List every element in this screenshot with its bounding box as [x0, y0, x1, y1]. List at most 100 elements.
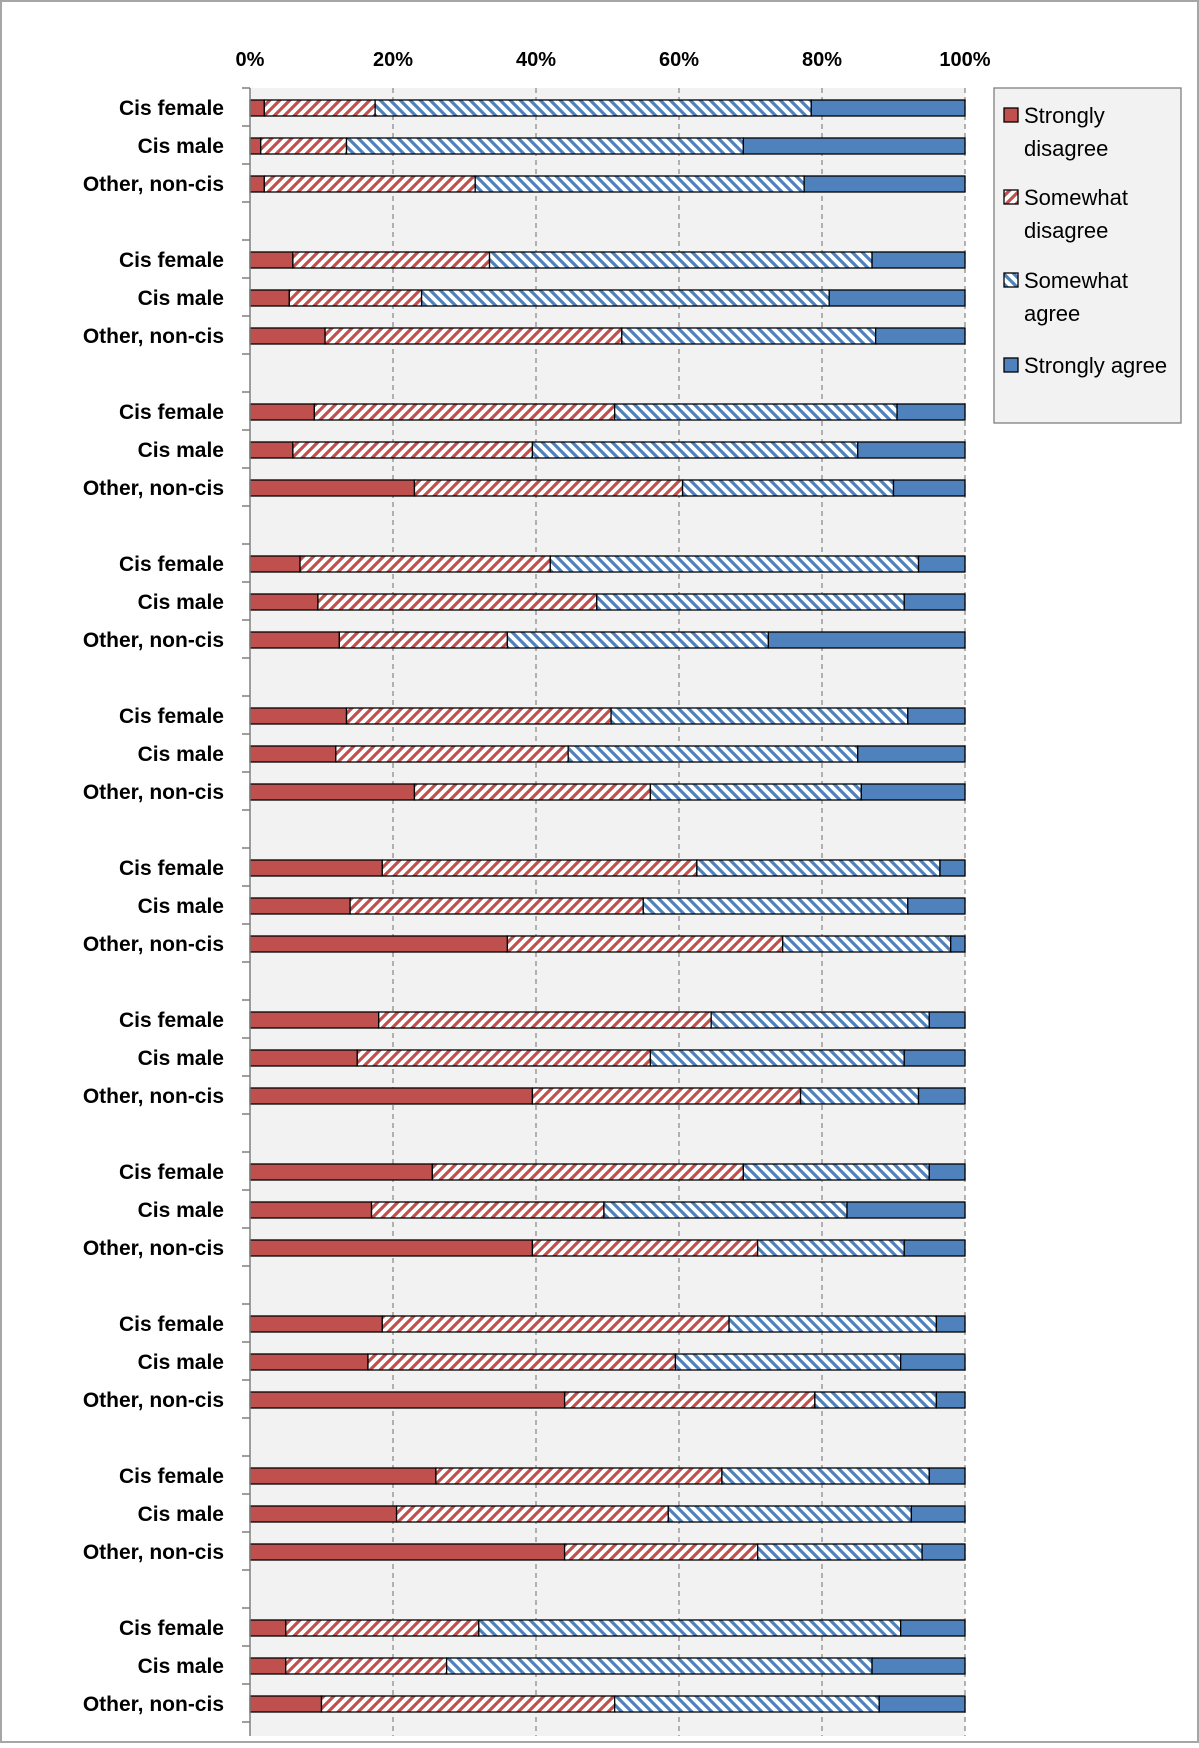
category-label: Cis male: [138, 743, 224, 766]
bar-segment-strongly-agree: [871, 1657, 966, 1675]
bar-segment-somewhat-agree: [621, 327, 877, 345]
bar-segment-strongly-agree: [907, 707, 966, 725]
bar-segment-somewhat-agree: [567, 745, 859, 763]
bar-segment-strongly-agree: [935, 1315, 966, 1333]
category-label: Other, non-cis: [83, 629, 224, 652]
category-label: Other, non-cis: [83, 781, 224, 804]
legend-label: agree: [1024, 301, 1080, 326]
bar-segment-strongly-disagree: [249, 327, 326, 345]
bar-segment-somewhat-disagree: [381, 859, 698, 877]
bar-segment-somewhat-agree: [506, 631, 770, 649]
bar-segment-somewhat-disagree: [563, 1391, 816, 1409]
bar-segment-strongly-agree: [900, 1619, 966, 1637]
bar-segment-strongly-disagree: [249, 1201, 373, 1219]
category-label: Other, non-cis: [83, 1389, 224, 1412]
bar-segment-somewhat-disagree: [370, 1201, 605, 1219]
category-label: Cis male: [138, 1199, 224, 1222]
bar-segment-somewhat-agree: [696, 859, 941, 877]
bar-segment-somewhat-agree: [799, 1087, 920, 1105]
bar-segment-strongly-disagree: [249, 1353, 369, 1371]
bar-segment-somewhat-disagree: [317, 593, 598, 611]
legend-label: disagree: [1024, 136, 1108, 161]
bar-segment-strongly-disagree: [249, 1543, 566, 1561]
category-label: Cis male: [138, 591, 224, 614]
bar-segment-somewhat-agree: [757, 1239, 905, 1257]
bar-segment-strongly-disagree: [249, 631, 341, 649]
bar-segment-somewhat-disagree: [381, 1315, 730, 1333]
bar-segment-somewhat-agree: [814, 1391, 938, 1409]
bar-segment-somewhat-disagree: [345, 707, 612, 725]
bar-segment-strongly-agree: [907, 897, 966, 915]
bar-segment-somewhat-agree: [667, 1505, 913, 1523]
category-label: Cis female: [119, 401, 224, 424]
bar-segment-strongly-disagree: [249, 251, 294, 269]
bar-segment-somewhat-agree: [757, 1543, 923, 1561]
category-label: Cis male: [138, 439, 224, 462]
bar-segment-somewhat-disagree: [378, 1011, 712, 1029]
bar-segment-somewhat-agree: [610, 707, 909, 725]
category-label: Cis male: [138, 1503, 224, 1526]
x-tick-label: 100%: [939, 49, 990, 71]
bar-segment-strongly-disagree: [249, 1391, 566, 1409]
bar-segment-somewhat-disagree: [324, 327, 623, 345]
category-label: Other, non-cis: [83, 1085, 224, 1108]
bar-segment-strongly-agree: [903, 1239, 966, 1257]
bar-segment-somewhat-agree: [649, 783, 862, 801]
x-tick-label: 60%: [659, 49, 699, 71]
bar-segment-somewhat-agree: [596, 593, 905, 611]
x-tick-label: 20%: [373, 49, 413, 71]
bar-segment-somewhat-agree: [603, 1201, 848, 1219]
bar-segment-somewhat-disagree: [367, 1353, 677, 1371]
bar-segment-somewhat-agree: [721, 1467, 930, 1485]
category-label: Other, non-cis: [83, 173, 224, 196]
bar-segment-strongly-agree: [810, 99, 966, 117]
bar-segment-strongly-disagree: [249, 593, 319, 611]
bar-segment-somewhat-disagree: [563, 1543, 759, 1561]
x-tick-label: 40%: [516, 49, 556, 71]
bar-segment-somewhat-agree: [488, 251, 873, 269]
bar-segment-strongly-disagree: [249, 783, 416, 801]
bar-segment-somewhat-disagree: [285, 1657, 448, 1675]
category-label: Other, non-cis: [83, 1541, 224, 1564]
legend-swatch-somewhat-agree: [1003, 272, 1019, 288]
legend-swatch-strongly-disagree: [1003, 107, 1019, 123]
legend-label: Strongly agree: [1024, 353, 1167, 378]
bar-segment-strongly-agree: [903, 593, 966, 611]
bar-segment-strongly-agree: [928, 1467, 966, 1485]
category-label: Cis female: [119, 1617, 224, 1640]
legend-label: Somewhat: [1024, 185, 1128, 210]
category-label: Cis male: [138, 1047, 224, 1070]
category-label: Other, non-cis: [83, 325, 224, 348]
category-label: Cis male: [138, 895, 224, 918]
x-tick-label: 80%: [802, 49, 842, 71]
legend-label: Strongly: [1024, 103, 1105, 128]
bar-segment-strongly-agree: [878, 1695, 966, 1713]
category-label: Other, non-cis: [83, 1237, 224, 1260]
category-label: Cis female: [119, 249, 224, 272]
bar-segment-strongly-disagree: [249, 1467, 437, 1485]
bar-segment-somewhat-agree: [742, 1163, 930, 1181]
bar-segment-strongly-agree: [828, 289, 966, 307]
category-label: Cis female: [119, 1009, 224, 1032]
bar-segment-strongly-disagree: [249, 441, 294, 459]
bar-segment-strongly-agree: [921, 1543, 966, 1561]
category-label: Cis female: [119, 1465, 224, 1488]
bar-segment-strongly-agree: [917, 1087, 966, 1105]
legend-box: [993, 87, 1182, 424]
bar-segment-somewhat-agree: [614, 1695, 880, 1713]
category-label: Cis male: [138, 287, 224, 310]
bar-segment-strongly-disagree: [249, 403, 315, 421]
bar-segment-strongly-agree: [874, 327, 966, 345]
bar-segment-strongly-disagree: [249, 745, 337, 763]
category-label: Other, non-cis: [83, 477, 224, 500]
bar-segment-strongly-agree: [917, 555, 966, 573]
bar-segment-somewhat-agree: [445, 1657, 873, 1675]
bar-segment-strongly-agree: [857, 745, 966, 763]
bar-segment-strongly-agree: [896, 403, 966, 421]
bar-segment-somewhat-disagree: [263, 99, 376, 117]
x-tick-label: 0%: [236, 49, 265, 71]
bar-segment-somewhat-agree: [474, 175, 805, 193]
bar-segment-somewhat-disagree: [531, 1087, 802, 1105]
bar-segment-somewhat-disagree: [292, 441, 534, 459]
